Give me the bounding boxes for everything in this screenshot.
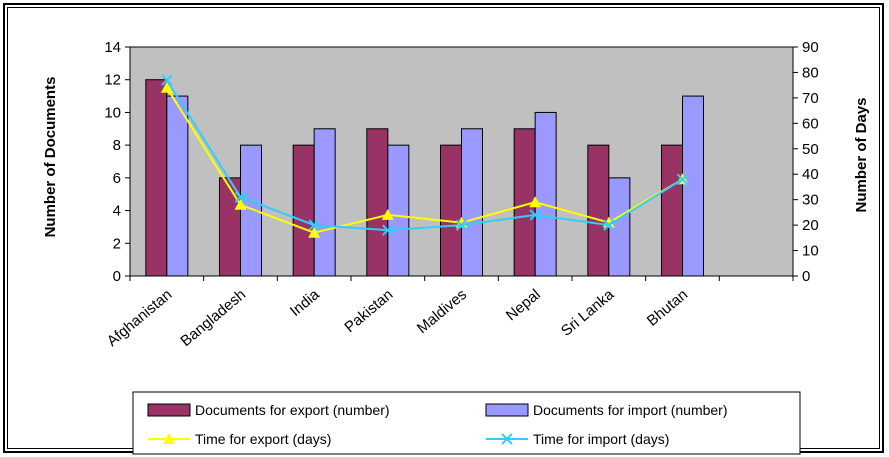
right-tick-label: 30 [802,192,819,209]
bar [587,144,610,277]
line-point [382,224,394,236]
left-axis-ticks: 0 2 4 6 8 10 12 14 [104,39,130,285]
left-tick-label: 14 [104,39,121,56]
right-tick-label: 10 [802,243,819,260]
line-point [308,226,321,238]
legend-marker [163,433,175,444]
bar [661,144,683,277]
legend-label: Documents for export (number) [195,402,390,418]
series-line [165,87,684,234]
line-point [234,191,247,203]
line-point [308,219,320,231]
legend: Documents for export (number) Documents f… [132,391,801,455]
bars [145,79,704,277]
right-tick-label: 40 [802,166,819,183]
right-tick-label: 60 [802,115,819,132]
bar [145,79,168,277]
category-label: Afghanistan [104,286,176,350]
line-point [529,196,542,208]
line-point [529,209,541,221]
line-point [161,74,173,86]
lines [160,74,689,238]
left-tick-label: 8 [113,137,121,154]
left-tick-label: 4 [113,203,121,220]
left-tick-label: 10 [104,104,121,121]
y2-axis-title: Number of Days [853,97,870,212]
legend-marker [501,433,513,445]
category-label: Sri Lanka [558,286,618,340]
line-point [603,219,615,231]
y-axis-title: Number of Documents [42,77,59,238]
category-label: Nepal [503,286,544,324]
left-tick-label: 0 [113,268,121,285]
right-axis-ticks: 0 10 20 30 40 50 60 70 80 90 [793,39,819,285]
legend-swatch [485,403,529,417]
category-labels: Afghanistan Bangladesh India Pakistan Maldiv… [104,276,794,350]
bar [682,95,704,277]
legend-label: Documents for import (number) [533,402,728,418]
category-label: India [287,286,323,320]
left-tick-label: 2 [113,235,121,252]
series-line [165,79,684,232]
category-label: Maldives [414,286,470,337]
bar [366,128,389,277]
bar [387,144,410,277]
line-point [455,219,468,231]
legend-swatch [147,403,191,417]
right-tick-label: 80 [802,64,819,81]
legend-box [132,391,801,455]
line-point [234,198,247,210]
category-label: Bhutan [644,286,691,330]
bar [240,144,262,277]
bar [166,95,189,277]
line-point [160,81,173,93]
right-tick-label: 70 [802,90,819,107]
bar [461,128,483,277]
bar [440,144,462,277]
bar [313,128,336,277]
legend-label: Time for export (days) [195,431,331,447]
category-label: Bangladesh [177,286,249,350]
right-tick-label: 50 [802,141,819,158]
legend-label: Time for import (days) [533,431,669,447]
left-tick-label: 12 [104,72,121,89]
line-point [381,208,394,220]
bar [292,144,315,277]
bar [534,111,557,277]
right-tick-label: 20 [802,217,819,234]
right-tick-label: 0 [802,268,810,285]
category-label: Pakistan [341,286,396,336]
right-tick-label: 90 [802,39,819,56]
line-point [676,173,689,186]
left-tick-label: 6 [113,170,121,187]
